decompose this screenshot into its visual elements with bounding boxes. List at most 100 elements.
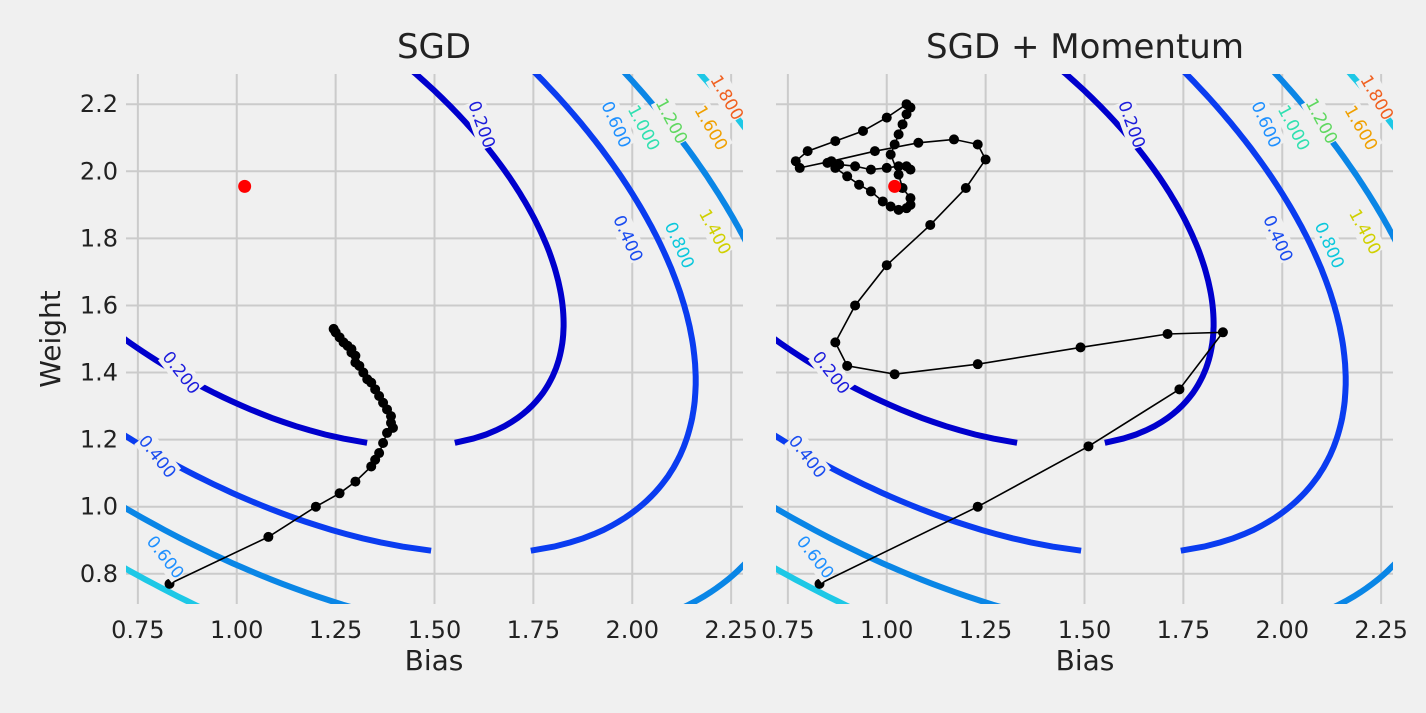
path-point bbox=[790, 156, 801, 167]
x-tick-label: 0.75 bbox=[761, 616, 814, 644]
path-point bbox=[865, 164, 876, 175]
x-tick-label: 1.75 bbox=[1157, 616, 1210, 644]
contour-label-backdrop bbox=[596, 97, 637, 151]
contour-label-backdrop bbox=[659, 218, 700, 272]
contour-label-backdrop bbox=[1246, 97, 1287, 151]
x-tick-label: 1.50 bbox=[408, 616, 461, 644]
x-tick-label: 2.25 bbox=[1354, 616, 1407, 644]
path-point bbox=[822, 157, 833, 168]
contour-label-backdrop bbox=[705, 71, 749, 124]
contour-label-backdrop bbox=[134, 430, 182, 483]
path-point bbox=[889, 369, 900, 380]
path-point bbox=[842, 171, 853, 182]
path-point bbox=[858, 126, 869, 137]
path-point bbox=[925, 219, 936, 230]
contour-label-backdrop bbox=[608, 211, 649, 265]
x-tick-label: 2.00 bbox=[1256, 616, 1309, 644]
x-tick-label: 1.75 bbox=[507, 616, 560, 644]
y-tick-label: 1.2 bbox=[80, 426, 118, 454]
contour-label-backdrop bbox=[792, 531, 839, 583]
path-point bbox=[350, 476, 361, 487]
y-tick-label: 0.8 bbox=[80, 560, 118, 588]
contour-label-backdrop bbox=[694, 205, 737, 259]
path-point bbox=[263, 531, 274, 542]
path-point bbox=[893, 204, 904, 215]
x-tick-label: 2.25 bbox=[704, 616, 757, 644]
path-point bbox=[893, 129, 904, 140]
chart-title: SGD + Momentum bbox=[926, 27, 1244, 67]
contour-label-backdrop bbox=[1258, 211, 1299, 265]
path-point bbox=[854, 179, 865, 190]
contour-label-backdrop bbox=[1273, 101, 1316, 155]
chart-title: SGD bbox=[397, 27, 471, 67]
contour-label-backdrop bbox=[689, 101, 733, 154]
path-point bbox=[1162, 328, 1173, 339]
contour-line bbox=[776, 505, 1002, 604]
path-point bbox=[877, 196, 888, 207]
path-point bbox=[850, 300, 861, 311]
path-point bbox=[901, 203, 912, 214]
target-point bbox=[888, 179, 902, 193]
path-point bbox=[802, 146, 813, 157]
x-tick-label: 1.00 bbox=[210, 616, 263, 644]
sgd-panel: 0.2000.4000.6000.8001.0001.2001.4001.600… bbox=[34, 27, 758, 677]
path-point bbox=[881, 260, 892, 271]
contour-line bbox=[1415, 7, 1426, 671]
x-tick-label: 0.75 bbox=[111, 616, 164, 644]
y-tick-label: 2.0 bbox=[80, 157, 118, 185]
contour-label-backdrop bbox=[807, 346, 855, 399]
path-point bbox=[374, 448, 385, 459]
sgd-path bbox=[164, 179, 398, 589]
contour-line bbox=[530, 74, 699, 554]
y-tick-label: 1.4 bbox=[80, 359, 118, 387]
y-tick-label: 2.2 bbox=[80, 90, 118, 118]
y-tick-label: 1.0 bbox=[80, 493, 118, 521]
y-axis-label: Weight bbox=[34, 290, 67, 388]
path-point bbox=[948, 134, 959, 145]
gridlines bbox=[126, 74, 743, 604]
path-point bbox=[865, 186, 876, 197]
contour-label-backdrop bbox=[623, 101, 666, 155]
path-point bbox=[913, 137, 924, 148]
contour-label-backdrop bbox=[1113, 98, 1151, 151]
path-point bbox=[1174, 384, 1185, 395]
tick-labels: 0.75 1.00 1.25 1.50 1.75 2.00 2.25 bbox=[761, 616, 1408, 644]
contour-label-backdrop bbox=[650, 94, 693, 148]
x-tick-label: 1.25 bbox=[309, 616, 362, 644]
contour-label-backdrop bbox=[142, 531, 189, 583]
contour-label-backdrop bbox=[784, 430, 832, 483]
path-point bbox=[834, 159, 845, 170]
path-point bbox=[850, 161, 861, 172]
contour-label-backdrop bbox=[1344, 205, 1387, 259]
target-point bbox=[238, 179, 252, 193]
path-point bbox=[972, 501, 983, 512]
path-point bbox=[310, 501, 321, 512]
contour-line bbox=[411, 74, 567, 446]
contour-line bbox=[1061, 74, 1217, 446]
contour-label-backdrop bbox=[1355, 71, 1399, 124]
contour-label-backdrop bbox=[157, 346, 205, 399]
x-tick-label: 2.00 bbox=[606, 616, 659, 644]
path-point bbox=[387, 422, 398, 433]
x-tick-label: 1.25 bbox=[959, 616, 1012, 644]
path-point bbox=[897, 119, 908, 130]
path-point bbox=[893, 169, 904, 180]
path-point bbox=[830, 337, 841, 348]
path-point bbox=[885, 149, 896, 160]
path-point bbox=[881, 112, 892, 123]
path-point bbox=[893, 161, 904, 172]
y-tick-label: 1.8 bbox=[80, 224, 118, 252]
path-point bbox=[830, 136, 841, 147]
x-axis-label: Bias bbox=[1056, 644, 1115, 677]
contour-line bbox=[126, 505, 352, 604]
contour-label-backdrop bbox=[1300, 94, 1343, 148]
path-point bbox=[869, 146, 880, 157]
tick-labels: 0.75 1.00 1.25 1.50 1.75 2.00 2.25 0.8 1.0 1.2 1.4… bbox=[80, 90, 758, 644]
path-point bbox=[960, 183, 971, 194]
gridlines bbox=[776, 74, 1393, 604]
contour-line bbox=[1180, 74, 1349, 554]
path-point bbox=[889, 139, 900, 150]
path-point bbox=[1075, 342, 1086, 353]
x-tick-label: 1.00 bbox=[860, 616, 913, 644]
